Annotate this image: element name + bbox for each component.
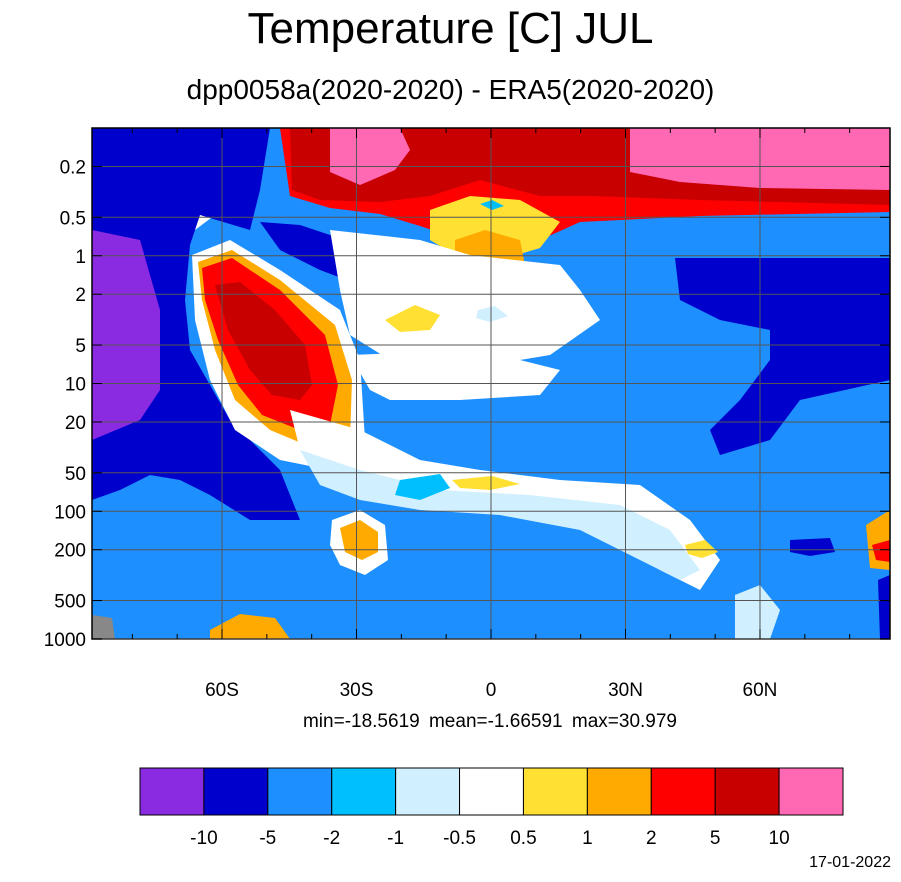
contour-region-darkblue-np2 [790,538,835,556]
contour-region-darkred-blob [215,282,312,400]
y-tick-label: 500 [54,592,86,613]
colorbar: -10 -5 -2 -1 -0.5 0.5 1 2 5 10 [139,767,844,849]
x-axis: 60S 30S 0 30N 60N [131,128,851,701]
y-tick-label: 2 [75,285,86,306]
colorbar-label: 0.5 [510,828,536,849]
colorbar-swatch [395,767,461,816]
y-tick-label: 10 [65,375,86,396]
contour-region-white-mid2 [350,350,560,400]
y-tick-label: 200 [54,541,86,562]
y-tick-label: 50 [65,464,86,485]
y-tick-label: 0.5 [60,208,86,229]
y-axis: 0.2 0.5 1 2 5 10 20 50 100 200 500 1000 [44,157,890,651]
stats-summary: min=-18.5619 mean=-1.66591 max=30.979 [302,711,677,732]
colorbar-swatch [778,767,844,816]
colorbar-label: -0.5 [443,828,476,849]
contour-region-lightcyan-sfc [735,585,780,639]
colorbar-label: 10 [769,828,790,849]
colorbar-swatch [203,767,269,816]
x-tick-label: 0 [486,680,497,701]
y-tick-label: 0.2 [60,157,86,178]
contour-region-orange-sfc [210,614,290,639]
contour-region-white-eq [330,230,600,370]
y-tick-label: 1000 [44,630,86,651]
contour-region-cyan-eqlow [395,474,450,500]
contour-region-cyan-mid [476,306,508,322]
contour-region-yellow-eqlow [452,476,520,490]
colorbar-swatch [522,767,588,816]
colorbar-swatch [459,767,524,816]
colorbar-label: 2 [646,828,657,849]
grid-lines [92,128,890,640]
colorbar-label: 1 [582,828,593,849]
contour-region-grey-sfc [92,615,115,639]
contour-region-pink-top [330,128,410,185]
colorbar-swatch [331,767,397,816]
colorbar-label: -2 [323,828,340,849]
y-tick-label: 5 [75,336,86,357]
contour-field [92,128,890,639]
x-tick-label: 60S [205,680,239,701]
colorbar-swatch [650,767,716,816]
colorbar-label: -10 [190,828,217,849]
x-tick-label: 30S [340,680,374,701]
contour-region-yellow-45n [685,540,718,558]
contour-region-purple-sp [92,230,160,440]
chart-subtitle: dpp0058a(2020-2020) - ERA5(2020-2020) [186,74,715,105]
y-tick-label: 20 [65,413,86,434]
contour-region-red-np [872,540,890,562]
y-tick-label: 1 [75,247,86,268]
colorbar-swatch [139,767,205,816]
x-tick-label: 30N [608,680,643,701]
contour-region-yellow-mid [385,305,440,332]
x-tick-label: 60N [743,680,778,701]
colorbar-swatch [586,767,652,816]
contour-region-darkblue-np [675,258,890,455]
chart-title: Temperature [C] JUL [247,4,654,53]
date-stamp: 17-01-2022 [809,854,891,871]
contour-region-cyan-eq [480,200,504,210]
colorbar-label: -1 [387,828,404,849]
colorbar-label: -5 [259,828,276,849]
colorbar-label: 5 [710,828,721,849]
contour-region-darkblue-sfc [878,575,890,639]
colorbar-swatch [714,767,780,816]
y-tick-label: 100 [54,502,86,523]
colorbar-swatch [267,767,333,816]
